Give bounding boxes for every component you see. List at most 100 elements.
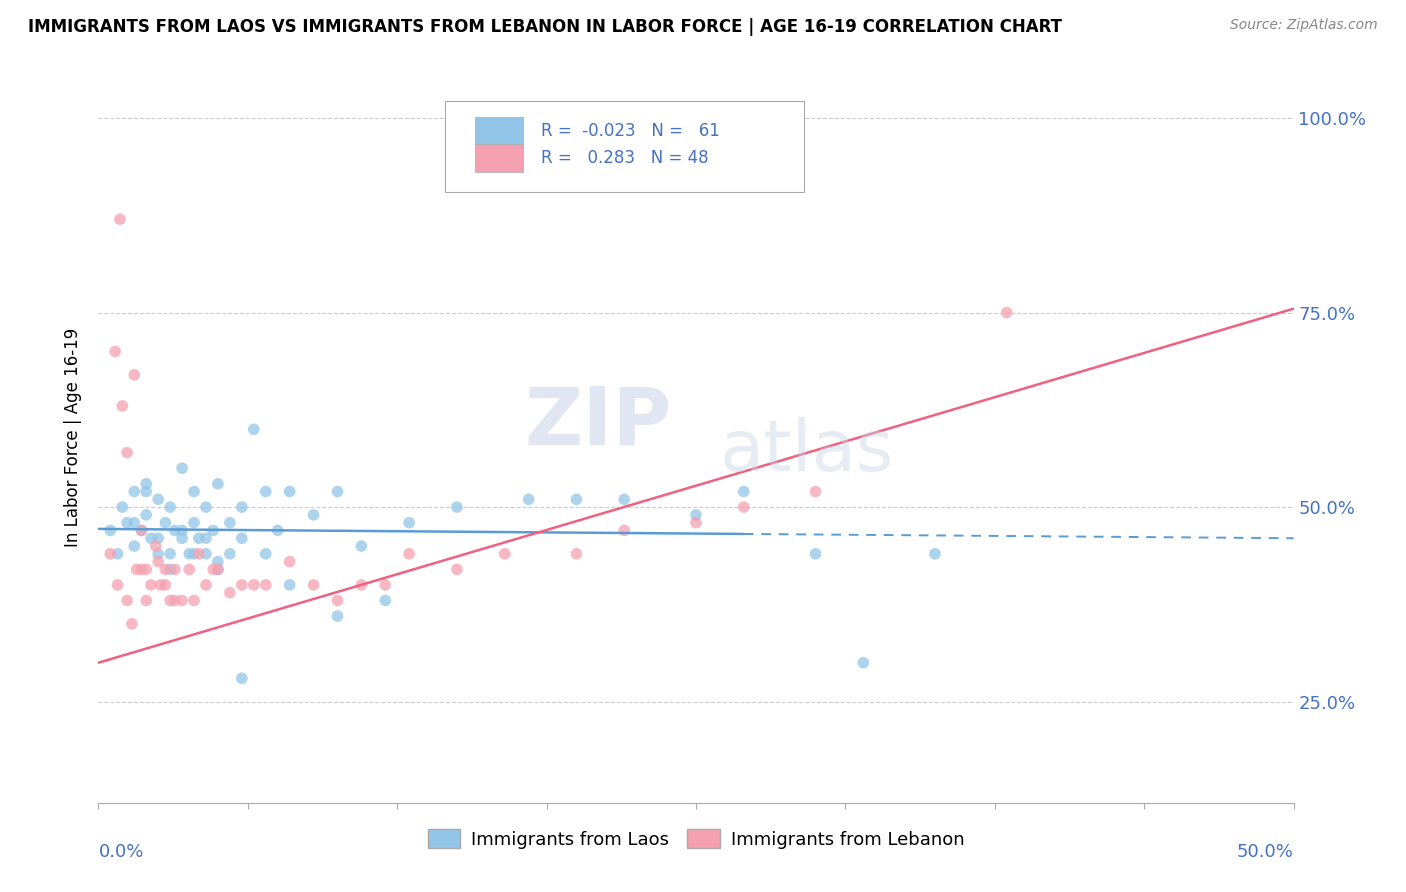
Point — [172, 524, 194, 538]
Text: R =  -0.023   N =   61: R = -0.023 N = 61 — [541, 121, 720, 140]
Point — [115, 593, 138, 607]
Point — [163, 562, 186, 576]
Point — [131, 562, 153, 576]
FancyBboxPatch shape — [446, 101, 804, 192]
Text: ZIP: ZIP — [524, 384, 672, 461]
Point — [231, 671, 253, 685]
Point — [219, 585, 242, 599]
Point — [179, 547, 201, 561]
Point — [148, 555, 170, 569]
Point — [278, 484, 301, 499]
Point — [565, 547, 588, 561]
Point — [135, 593, 157, 607]
Point — [148, 531, 170, 545]
Point — [207, 476, 229, 491]
Point — [124, 516, 146, 530]
Point — [98, 524, 122, 538]
Point — [207, 555, 229, 569]
Point — [219, 516, 242, 530]
Point — [231, 578, 253, 592]
Point — [685, 508, 707, 522]
Point — [243, 422, 266, 436]
Point — [115, 445, 138, 459]
Point — [254, 484, 277, 499]
Point — [179, 562, 201, 576]
Point — [924, 547, 946, 561]
Text: R =   0.283   N = 48: R = 0.283 N = 48 — [541, 149, 709, 167]
Point — [685, 516, 707, 530]
Point — [195, 547, 218, 561]
Point — [135, 476, 157, 491]
Point — [148, 492, 170, 507]
Point — [183, 516, 205, 530]
Point — [804, 547, 827, 561]
Point — [172, 531, 194, 545]
Point — [183, 484, 205, 499]
Point — [195, 531, 218, 545]
Point — [231, 500, 253, 515]
Point — [446, 500, 468, 515]
Text: IMMIGRANTS FROM LAOS VS IMMIGRANTS FROM LEBANON IN LABOR FORCE | AGE 16-19 CORRE: IMMIGRANTS FROM LAOS VS IMMIGRANTS FROM … — [28, 18, 1062, 36]
Point — [124, 368, 146, 382]
Point — [733, 484, 755, 499]
Point — [135, 562, 157, 576]
Point — [302, 578, 325, 592]
Text: Source: ZipAtlas.com: Source: ZipAtlas.com — [1230, 18, 1378, 32]
Point — [124, 539, 146, 553]
Point — [398, 516, 420, 530]
Point — [195, 578, 218, 592]
Point — [187, 547, 209, 561]
Point — [254, 547, 277, 561]
Point — [302, 508, 325, 522]
Point — [159, 500, 181, 515]
Point — [195, 500, 218, 515]
Point — [121, 616, 143, 631]
Point — [219, 547, 242, 561]
Point — [145, 539, 167, 553]
Point — [326, 484, 349, 499]
Legend: Immigrants from Laos, Immigrants from Lebanon: Immigrants from Laos, Immigrants from Le… — [420, 822, 972, 856]
Point — [804, 484, 827, 499]
Point — [852, 656, 875, 670]
Point — [131, 524, 153, 538]
Point — [278, 578, 301, 592]
Point — [733, 500, 755, 515]
Point — [139, 531, 162, 545]
Point — [108, 212, 131, 227]
Point — [131, 524, 153, 538]
Text: atlas: atlas — [720, 417, 894, 486]
Point — [187, 531, 209, 545]
Point — [995, 305, 1018, 319]
FancyBboxPatch shape — [475, 117, 523, 145]
Point — [107, 578, 129, 592]
Point — [111, 500, 134, 515]
Point — [326, 593, 349, 607]
Point — [104, 344, 127, 359]
Point — [350, 578, 373, 592]
Point — [172, 461, 194, 475]
Point — [231, 531, 253, 545]
Point — [135, 484, 157, 499]
Point — [278, 555, 301, 569]
Text: 0.0%: 0.0% — [98, 843, 143, 861]
Point — [155, 562, 177, 576]
Point — [446, 562, 468, 576]
Point — [202, 562, 225, 576]
Point — [374, 578, 396, 592]
Point — [163, 593, 186, 607]
Point — [350, 539, 373, 553]
Point — [139, 578, 162, 592]
Point — [148, 547, 170, 561]
Point — [115, 516, 138, 530]
Point — [243, 578, 266, 592]
Point — [124, 484, 146, 499]
Point — [207, 562, 229, 576]
Point — [135, 508, 157, 522]
Point — [374, 593, 396, 607]
Point — [398, 547, 420, 561]
Point — [202, 524, 225, 538]
Point — [565, 492, 588, 507]
Point — [207, 562, 229, 576]
Y-axis label: In Labor Force | Age 16-19: In Labor Force | Age 16-19 — [65, 327, 83, 547]
Point — [155, 578, 177, 592]
